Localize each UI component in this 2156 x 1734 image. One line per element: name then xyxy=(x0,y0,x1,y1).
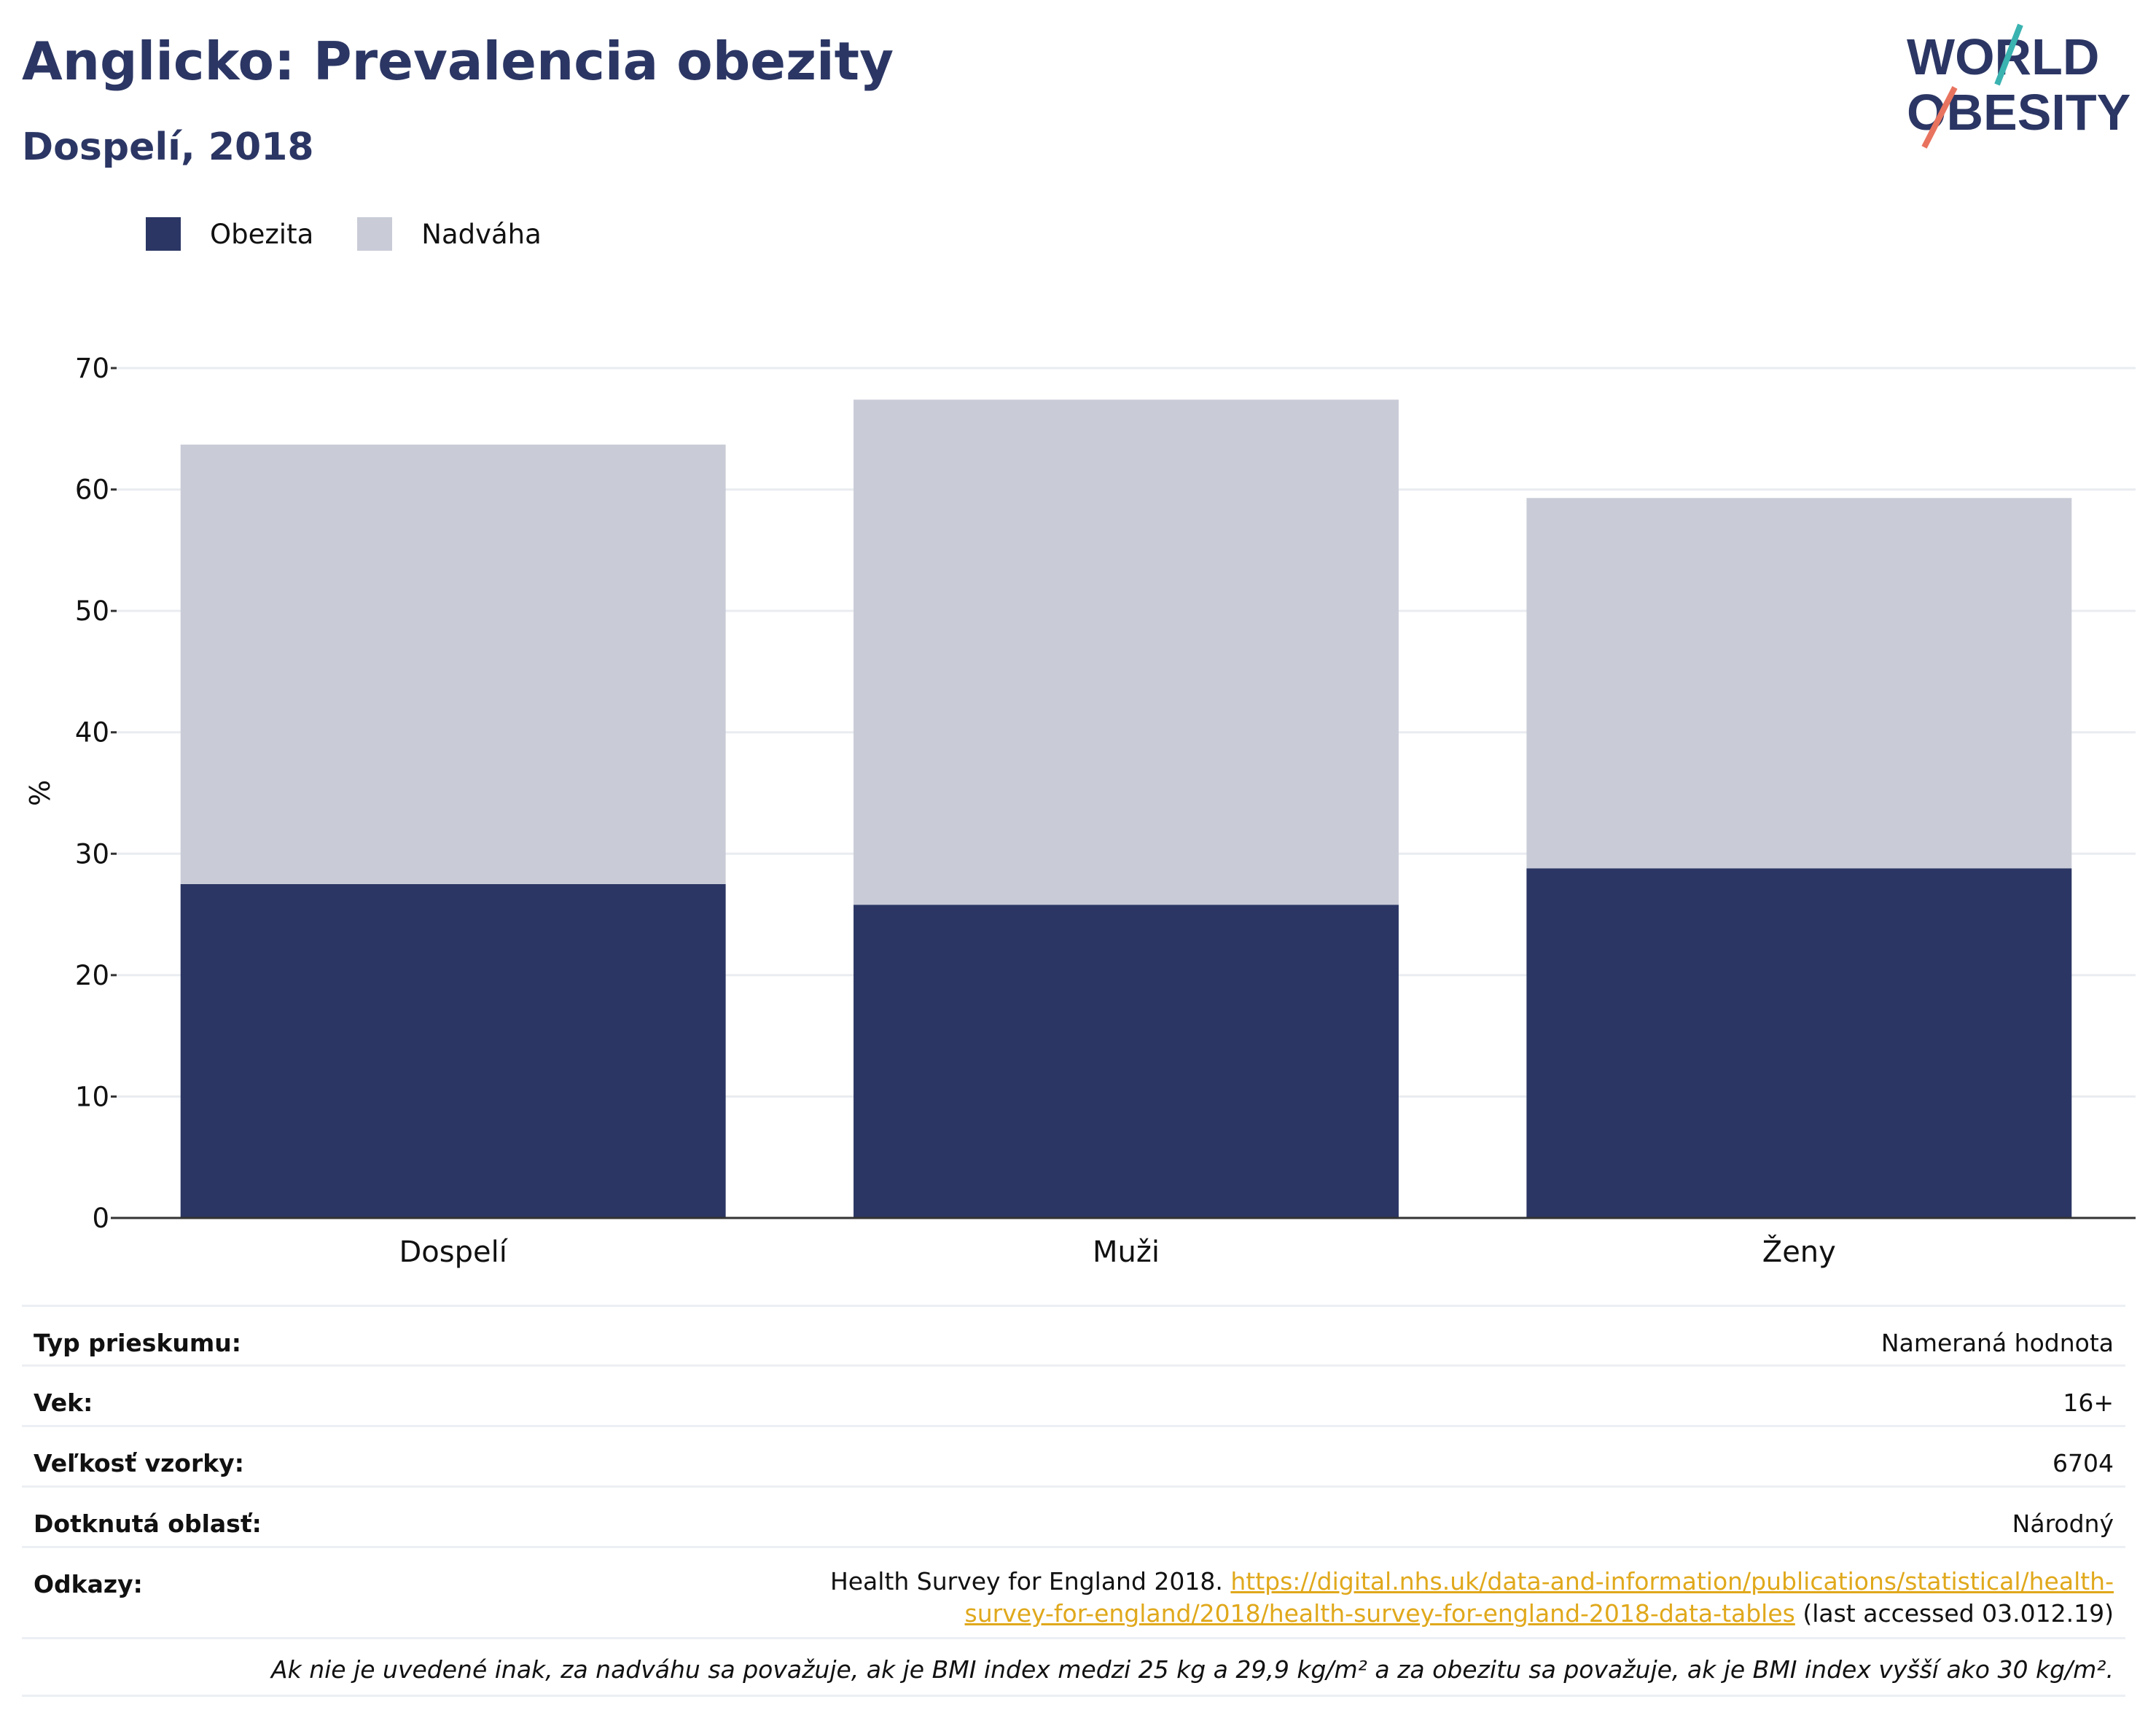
bar-overweight xyxy=(180,444,726,884)
reference-link[interactable]: https://digital.nhs.uk/data-and-informat… xyxy=(964,1567,2114,1628)
info-label: Vek: xyxy=(34,1389,93,1417)
info-row-survey-type: Typ prieskumu: Nameraná hodnota xyxy=(22,1305,2125,1364)
x-tick-label: Muži xyxy=(1093,1235,1160,1268)
legend-label-obesity: Obezita xyxy=(210,218,314,250)
bar-obesity xyxy=(1526,868,2072,1218)
chart-legend: Obezita Nadváha xyxy=(146,217,585,251)
y-axis-label: % xyxy=(24,780,56,806)
y-tick-label: 70 xyxy=(75,353,109,384)
bar-overweight xyxy=(1526,498,2072,869)
y-tick-label: 50 xyxy=(75,595,109,627)
info-row-area: Dotknutá oblasť: Národný xyxy=(22,1485,2125,1546)
legend-label-overweight: Nadváha xyxy=(421,218,542,250)
reference-accessed: (last accessed 03.012.19) xyxy=(1802,1599,2114,1628)
info-value: Národný xyxy=(2012,1510,2114,1538)
info-row-references: Odkazy: Health Survey for England 2018. … xyxy=(22,1546,2125,1637)
info-label: Odkazy: xyxy=(34,1570,143,1598)
info-value-references: Health Survey for England 2018. https://… xyxy=(743,1566,2114,1630)
legend-swatch-overweight xyxy=(357,217,393,251)
legend-item-obesity: Obezita xyxy=(146,217,313,251)
legend-swatch-obesity xyxy=(146,217,181,251)
chart-title: Anglicko: Prevalencia obezity xyxy=(22,31,894,92)
bar-chart: 0 10 20 30 40 50 60 70% Dospelí Muži Ženy xyxy=(24,353,2136,1268)
chart-subtitle: Dospelí, 2018 xyxy=(22,125,314,169)
info-label: Dotknutá oblasť: xyxy=(34,1510,262,1538)
bar-obesity xyxy=(854,905,1399,1218)
bar-overweight xyxy=(854,399,1399,905)
info-label: Typ prieskumu: xyxy=(34,1329,241,1357)
x-tick-label: Dospelí xyxy=(399,1235,508,1268)
y-tick-label: 0 xyxy=(92,1203,109,1234)
logo-slash-coral xyxy=(1921,86,1958,149)
info-value: 6704 xyxy=(2053,1449,2114,1477)
world-obesity-logo: WORLD OBESITY xyxy=(1907,23,2130,149)
logo-slash-teal xyxy=(1994,23,2023,86)
legend-item-overweight: Nadváha xyxy=(357,217,542,251)
y-tick-label: 20 xyxy=(75,960,109,991)
y-tick-label: 30 xyxy=(75,838,109,870)
info-row-sample-size: Veľkosť vzorky: 6704 xyxy=(22,1425,2125,1485)
y-tick-label: 60 xyxy=(75,474,109,506)
survey-info-table: Typ prieskumu: Nameraná hodnota Vek: 16+… xyxy=(22,1305,2125,1697)
x-tick-label: Ženy xyxy=(1762,1234,1836,1268)
bar-obesity xyxy=(180,883,726,1218)
info-label: Veľkosť vzorky: xyxy=(34,1449,244,1477)
y-tick-label: 40 xyxy=(75,717,109,749)
info-value: 16+ xyxy=(2063,1389,2114,1417)
bmi-definition-note: Ak nie je uvedené inak, za nadváhu sa po… xyxy=(22,1637,2125,1697)
info-row-age: Vek: 16+ xyxy=(22,1364,2125,1425)
reference-text: Health Survey for England 2018. xyxy=(829,1567,1223,1596)
info-value: Nameraná hodnota xyxy=(1880,1329,2114,1357)
y-tick-label: 10 xyxy=(75,1081,109,1112)
